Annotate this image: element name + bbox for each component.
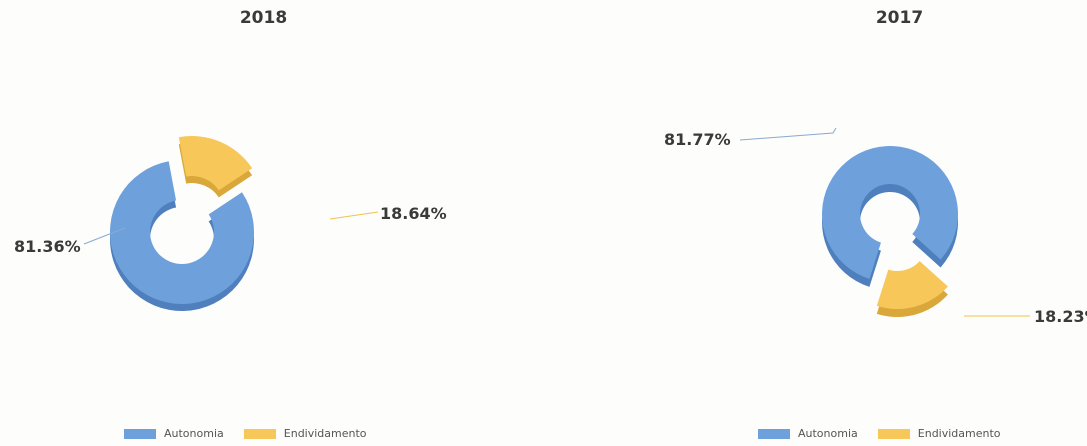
slice-autonomia[interactable]	[109, 161, 254, 311]
chart-title: 2018	[239, 8, 288, 28]
slice-endividamento[interactable]	[876, 261, 948, 318]
chart-2018: 2018 81.36% 18.64% Autonomia Endividament…	[0, 0, 543, 446]
slice-endividamento[interactable]	[178, 136, 253, 198]
legend-item-autonomia[interactable]: Autonomia	[758, 427, 858, 440]
legend-swatch-autonomia	[758, 428, 790, 439]
legend-label-endividamento: Endividamento	[283, 427, 367, 440]
legend-swatch-endividamento	[243, 428, 276, 439]
donut-chart-2017: 81.77% 18.23%	[664, 127, 1087, 326]
legend: Autonomia Endividamento	[758, 427, 1021, 440]
legend-swatch-endividamento	[877, 428, 910, 439]
leader-line	[83, 227, 126, 245]
legend-item-endividamento[interactable]: Endividamento	[877, 427, 1001, 440]
legend-swatch-autonomia	[124, 428, 156, 439]
legend-label-autonomia: Autonomia	[164, 427, 224, 440]
legend-label-autonomia: Autonomia	[798, 427, 858, 440]
data-label-autonomia: 81.36%	[14, 237, 81, 256]
legend-item-endividamento[interactable]: Endividamento	[243, 427, 367, 440]
slice-face	[876, 261, 948, 310]
donut-chart-2018: 81.36% 18.64%	[14, 136, 447, 311]
leader-line	[329, 211, 379, 220]
chart-2017: 2017 81.77% 18.23% Autonomia Endividament…	[544, 0, 1087, 446]
legend-item-autonomia[interactable]: Autonomia	[124, 427, 224, 440]
data-label-autonomia: 81.77%	[664, 130, 731, 149]
legend: Autonomia Endividamento	[124, 427, 387, 440]
legend-label-endividamento: Endividamento	[917, 427, 1001, 440]
leader-line	[739, 127, 837, 141]
slice-autonomia[interactable]	[822, 146, 959, 287]
slice-face	[822, 146, 959, 279]
slice-face	[109, 161, 254, 304]
data-label-endividamento: 18.64%	[380, 204, 447, 223]
chart-title: 2017	[875, 8, 924, 28]
data-label-endividamento: 18.23%	[1034, 307, 1087, 326]
slice-face	[178, 136, 253, 191]
